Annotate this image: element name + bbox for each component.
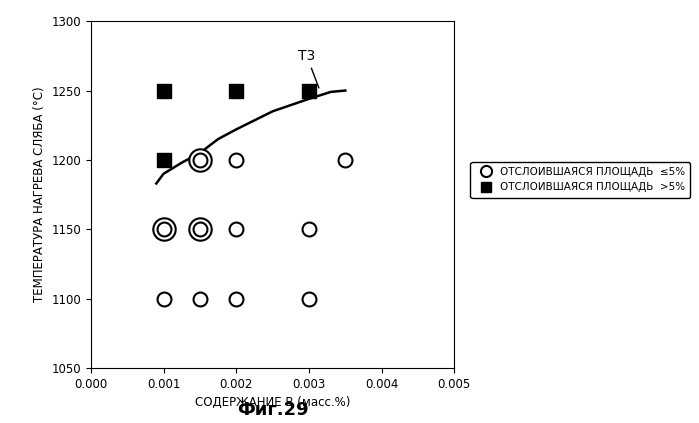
Y-axis label: ТЕМПЕРАТУРА НАГРЕВА СЛЯБА (°С): ТЕМПЕРАТУРА НАГРЕВА СЛЯБА (°С) (33, 87, 46, 302)
Point (194, 226, 206, 233)
Legend: ОТСЛОИВШАЯСЯ ПЛОЩАДЬ  ≤5%, ОТСЛОИВШАЯСЯ ПЛОЩАДЬ  >5%: ОТСЛОИВШАЯСЯ ПЛОЩАДЬ ≤5%, ОТСЛОИВШАЯСЯ П… (470, 162, 690, 198)
Point (303, 295, 315, 302)
Point (231, 157, 242, 163)
X-axis label: СОДЕРЖАНИЕ В (масс.%): СОДЕРЖАНИЕ В (масс.%) (195, 396, 350, 409)
Text: Фиг.29: Фиг.29 (237, 401, 308, 419)
Point (303, 226, 315, 233)
Point (158, 87, 169, 94)
Point (231, 226, 242, 233)
Point (231, 87, 242, 94)
Point (158, 157, 169, 163)
Point (158, 226, 169, 233)
Point (158, 226, 169, 233)
Point (231, 295, 242, 302)
Point (303, 87, 315, 94)
Point (194, 157, 206, 163)
Point (194, 157, 206, 163)
Point (158, 295, 169, 302)
Point (194, 226, 206, 233)
Point (340, 157, 351, 163)
Text: T3: T3 (298, 49, 319, 88)
Point (194, 295, 206, 302)
